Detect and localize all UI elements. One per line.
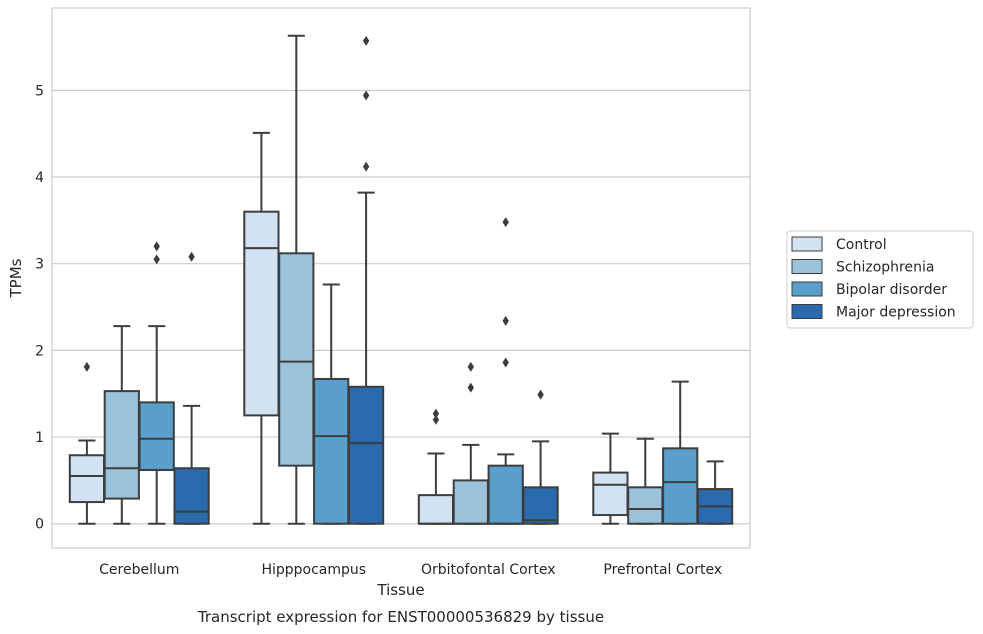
legend-label: Bipolar disorder xyxy=(836,282,947,298)
boxes xyxy=(68,34,734,525)
box-iqr xyxy=(522,486,559,525)
y-tick-label: 2 xyxy=(35,343,44,359)
chart-caption: Transcript expression for ENST0000053682… xyxy=(197,608,604,626)
box-bipolar-disorder xyxy=(662,380,699,525)
outlier-point xyxy=(537,389,544,400)
legend-label: Control xyxy=(836,237,887,253)
box-iqr xyxy=(662,447,699,525)
box-bipolar-disorder xyxy=(313,283,350,525)
box-iqr xyxy=(347,385,385,525)
box-iqr xyxy=(592,471,629,517)
legend-swatch xyxy=(791,281,823,297)
outlier-point xyxy=(502,315,509,326)
outlier-point xyxy=(432,414,440,425)
box-control xyxy=(243,131,280,525)
y-tick-label: 4 xyxy=(35,170,44,186)
outlier-point xyxy=(153,254,160,265)
box-schizophrenia xyxy=(103,325,140,525)
legend-swatch xyxy=(791,259,823,274)
legend-label: Schizophrenia xyxy=(836,260,934,276)
box-major-depression xyxy=(696,460,734,525)
box-major-depression xyxy=(347,35,385,525)
y-tick-labels: 0 1 2 3 4 5 xyxy=(35,83,44,532)
outlier-point xyxy=(362,161,370,172)
box-bipolar-disorder xyxy=(138,241,175,525)
x-tick-labels: Cerebellum Hipppocampus Orbitofontal Corte… xyxy=(99,562,722,578)
x-axis-label: Tissue xyxy=(376,581,424,599)
box-schizophrenia xyxy=(278,34,315,525)
box-iqr xyxy=(68,454,106,504)
y-tick-label: 3 xyxy=(35,257,44,273)
legend-frame xyxy=(786,230,974,329)
legend-label: Major depression xyxy=(836,305,956,321)
legend-swatch xyxy=(791,304,823,319)
outlier-point xyxy=(502,217,509,228)
outlier-point xyxy=(83,361,91,372)
x-tick-label: Cerebellum xyxy=(99,562,179,578)
outlier-point xyxy=(467,382,474,393)
box-schizophrenia xyxy=(452,361,489,525)
outlier-point xyxy=(188,251,195,262)
box-iqr xyxy=(138,401,175,471)
box-iqr xyxy=(103,390,140,500)
y-tick-label: 1 xyxy=(35,430,44,446)
box-iqr xyxy=(627,486,664,525)
box-iqr xyxy=(313,377,350,525)
outlier-point xyxy=(432,408,440,419)
box-iqr xyxy=(243,210,280,417)
box-schizophrenia xyxy=(627,437,664,525)
box-major-depression xyxy=(522,389,559,525)
box-iqr xyxy=(417,494,455,525)
outlier-point xyxy=(467,361,474,372)
y-tick-label: 5 xyxy=(35,83,44,99)
x-tick-label: Orbitofontal Cortex xyxy=(421,562,556,578)
box-control xyxy=(417,408,455,525)
box-major-depression xyxy=(173,251,210,525)
x-tick-label: Hipppocampus xyxy=(261,562,366,578)
outlier-point xyxy=(362,35,370,46)
outlier-point xyxy=(153,241,160,252)
box-bipolar-disorder xyxy=(487,217,524,525)
legend: Control Schizophrenia Bipolar disorder Majo… xyxy=(786,230,974,329)
box-iqr xyxy=(487,464,524,525)
x-tick-label: Prefrontal Cortex xyxy=(603,562,722,578)
box-iqr xyxy=(278,252,315,467)
y-tick-label: 0 xyxy=(35,517,44,533)
plot-frame xyxy=(51,7,751,549)
outlier-point xyxy=(502,357,509,368)
box-iqr xyxy=(173,467,210,525)
box-iqr xyxy=(452,479,489,525)
y-axis-label: TPMs xyxy=(7,258,25,298)
outlier-point xyxy=(362,90,370,101)
legend-swatch xyxy=(791,236,823,252)
box-control xyxy=(592,432,629,525)
